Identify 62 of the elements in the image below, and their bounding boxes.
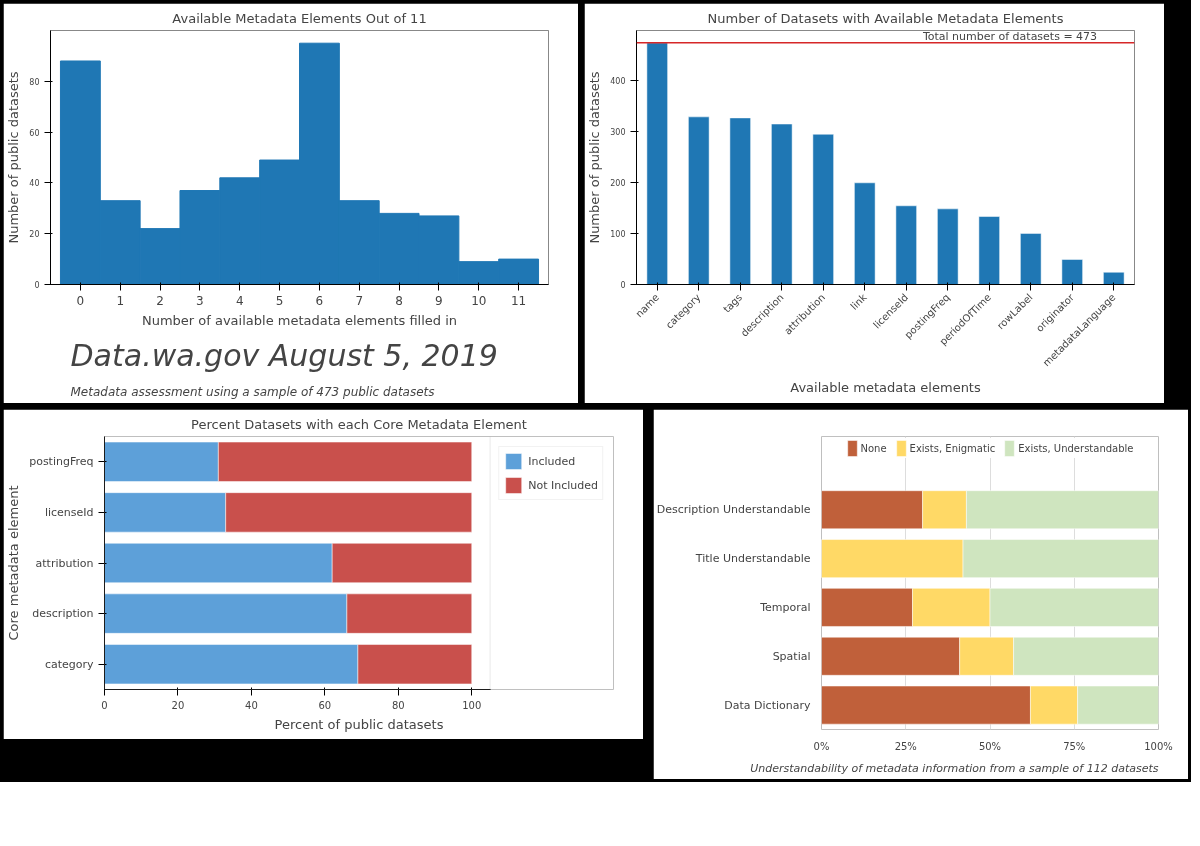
y-tick-label: 300: [610, 127, 626, 137]
x-tick-label: 60: [318, 699, 332, 711]
x-tick-label: 40: [245, 699, 258, 711]
x-tick-label: 7: [355, 293, 364, 308]
y-tick-label: postingFreq: [29, 455, 94, 469]
text: Understandability of metadata information from a sample of 112 datasets: [750, 761, 1159, 775]
x-axis-title: Number of available metadata elements filled in: [141, 312, 458, 328]
x-tick-label: 5: [275, 293, 284, 308]
x-tick-label: 8: [395, 293, 403, 308]
x-tick-label: 0%: [813, 740, 830, 752]
legend-label: Exists, Understandable: [1018, 442, 1134, 454]
y-tick-label: Title Understandable: [694, 552, 811, 566]
y-tick-label: Temporal: [759, 600, 811, 614]
chart-title: Number of Datasets with Available Metadata Elements: [707, 10, 1064, 26]
x-tick-label: 6: [315, 293, 324, 308]
legend-label: None: [860, 442, 887, 454]
chart-title: Percent Datasets with each Core Metadata Element: [191, 416, 527, 432]
x-tick-label: 9: [435, 293, 443, 308]
y-axis-title: Number of public datasets: [587, 71, 603, 244]
x-tick-label: link: [848, 291, 869, 312]
y-tick-label: 40: [29, 179, 40, 189]
legend-label: Included: [528, 454, 576, 468]
x-tick-label: tags: [721, 291, 745, 315]
y-tick-label: Spatial: [772, 649, 811, 663]
legend-label: Not Included: [528, 478, 598, 492]
y-tick-label: Data Dictionary: [724, 698, 811, 712]
x-tick-label: 100%: [1144, 740, 1173, 752]
x-axis-title: Available metadata elements: [790, 380, 981, 396]
chart-title: Available Metadata Elements Out of 11: [172, 10, 427, 26]
x-tick-label: 20: [171, 699, 185, 711]
x-tick-label: 2: [156, 293, 164, 308]
y-tick-label: 60: [29, 128, 40, 138]
y-tick-label: 400: [610, 76, 626, 86]
text: Metadata assessment using a sample of 473 public datasets: [70, 384, 435, 399]
x-tick-label: 10: [471, 293, 487, 308]
y-axis-title: Core metadata element: [6, 485, 22, 641]
x-axis-title: Percent of public datasets: [274, 716, 444, 732]
y-tick-label: 200: [610, 178, 626, 188]
x-tick-label: 50%: [978, 740, 1002, 752]
text: Data.wa.gov August 5, 2019: [70, 337, 498, 373]
y-tick-label: licenseId: [44, 505, 94, 519]
y-tick-label: description: [32, 607, 94, 621]
x-tick-label: 11: [510, 293, 527, 308]
y-tick-label: 0: [34, 281, 40, 290]
x-tick-label: 1: [116, 293, 125, 308]
y-tick-label: 20: [29, 230, 40, 240]
y-tick-label: 100: [610, 229, 626, 239]
y-tick-label: Description Understandable: [656, 503, 811, 517]
x-tick-label: 75%: [1063, 740, 1086, 752]
x-tick-label: 80: [391, 699, 405, 711]
y-tick-label: 80: [29, 77, 40, 87]
x-tick-label: 25%: [894, 740, 917, 752]
y-tick-label: category: [44, 657, 94, 671]
x-tick-label: 100: [462, 699, 482, 711]
x-tick-label: 4: [235, 293, 244, 308]
y-tick-label: attribution: [35, 556, 94, 570]
x-tick-label: 0: [101, 699, 108, 711]
ref-line-label: Total number of datasets = 473: [921, 29, 1098, 43]
y-axis-title: Number of public datasets: [6, 71, 22, 244]
y-tick-label: 0: [620, 281, 626, 290]
legend-label: Exists, Enigmatic: [909, 442, 996, 454]
x-tick-label: 3: [196, 293, 204, 308]
